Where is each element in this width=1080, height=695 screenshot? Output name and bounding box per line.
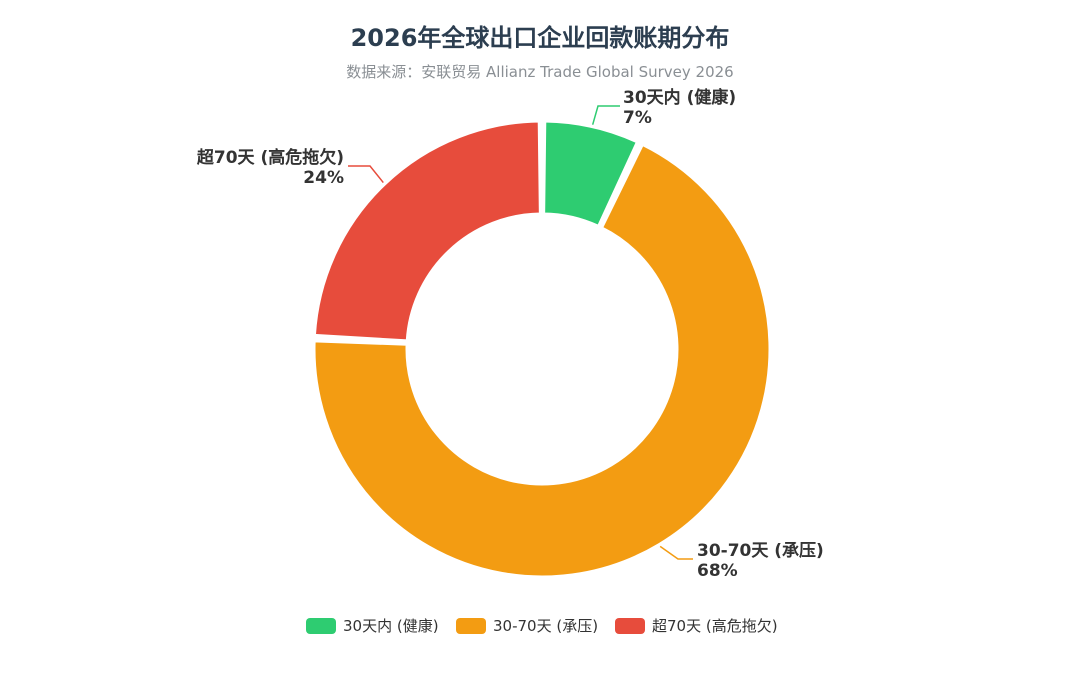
legend-item-over-70-days[interactable]: 超70天 (高危拖欠) [615, 617, 778, 635]
leader-line-over-70-days [348, 165, 384, 184]
slice-percent-over-70-days: 24% [303, 168, 344, 188]
legend-swatch-30-to-70-days [456, 618, 486, 634]
donut-slices [312, 119, 772, 579]
slice-label-30-to-70-days: 30-70天 (承压) [697, 541, 824, 561]
chart-subtitle: 数据来源：安联贸易 Allianz Trade Global Survey 20… [346, 63, 733, 81]
leader-line-within-30-days [591, 105, 620, 125]
slice-within-30-days [542, 119, 639, 228]
leader-line-30-to-70-days [659, 545, 693, 560]
legend-item-30-to-70-days[interactable]: 30-70天 (承压) [456, 617, 598, 635]
slice-percent-30-to-70-days: 68% [697, 561, 738, 581]
slice-percent-within-30-days: 7% [623, 108, 652, 128]
legend: 30天内 (健康) 30-70天 (承压) 超70天 (高危拖欠) [306, 617, 778, 635]
legend-label-30-to-70-days: 30-70天 (承压) [493, 617, 598, 635]
chart-title: 2026年全球出口企业回款账期分布 [351, 24, 730, 52]
legend-label-within-30-days: 30天内 (健康) [343, 617, 439, 635]
legend-label-over-70-days: 超70天 (高危拖欠) [652, 617, 778, 635]
slice-labels: 30天内 (健康)7% 30-70天 (承压)68% 超70天 (高危拖欠)24% [197, 87, 824, 581]
slice-label-within-30-days: 30天内 (健康) [623, 87, 736, 108]
legend-item-within-30-days[interactable]: 30天内 (健康) [306, 617, 439, 635]
slice-30-to-70-days [312, 142, 772, 579]
slice-over-70-days [312, 119, 542, 343]
legend-swatch-over-70-days [615, 618, 645, 634]
legend-swatch-within-30-days [306, 618, 336, 634]
slice-label-over-70-days: 超70天 (高危拖欠) [197, 147, 344, 168]
